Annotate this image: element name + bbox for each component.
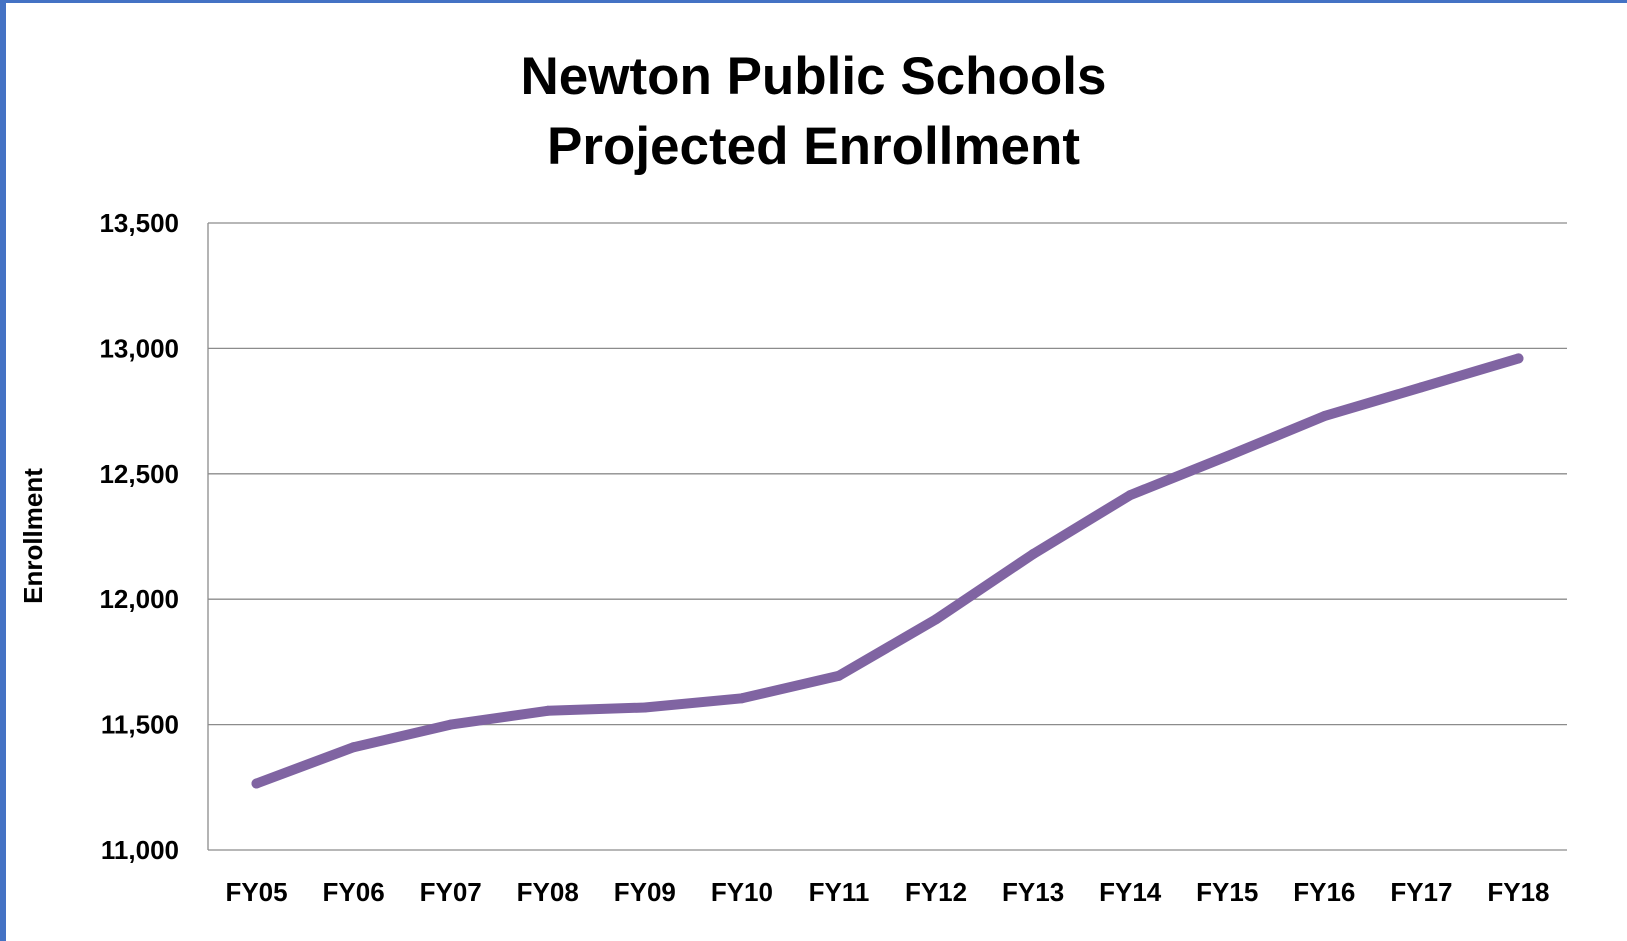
x-tick-label: FY05 xyxy=(225,877,287,907)
data-point xyxy=(639,702,650,713)
y-tick-labels: 11,000 11,500 12,000 12,500 13,000 13,500 xyxy=(99,208,179,865)
data-point xyxy=(1513,353,1524,364)
y-axis-label: Enrollment xyxy=(18,468,48,604)
x-tick-label: FY18 xyxy=(1487,877,1549,907)
data-point xyxy=(1222,451,1233,462)
x-tick-label: FY07 xyxy=(420,877,482,907)
y-tick-label: 11,500 xyxy=(101,710,179,740)
x-tick-label: FY17 xyxy=(1390,877,1452,907)
y-tick-label: 12,000 xyxy=(99,584,179,614)
chart-title: Newton Public Schools Projected Enrollme… xyxy=(0,42,1627,182)
data-point xyxy=(542,705,553,716)
data-point xyxy=(736,693,747,704)
data-point xyxy=(1319,411,1330,422)
data-point xyxy=(931,614,942,625)
series-line xyxy=(251,353,1524,789)
data-point xyxy=(251,778,262,789)
x-tick-label: FY11 xyxy=(809,877,870,907)
x-tick-label: FY12 xyxy=(905,877,967,907)
y-tick-label: 13,500 xyxy=(99,208,179,238)
x-tick-label: FY14 xyxy=(1099,877,1162,907)
data-point xyxy=(1125,490,1136,501)
chart-title-line-2: Projected Enrollment xyxy=(546,117,1081,176)
data-point xyxy=(833,670,844,681)
x-tick-labels: FY05 FY06 FY07 FY08 FY09 FY10 FY11 FY12 FY13 FY14… xyxy=(225,877,1549,907)
gridlines xyxy=(208,222,1567,851)
x-tick-label: FY10 xyxy=(711,877,773,907)
x-tick-label: FY13 xyxy=(1002,877,1064,907)
x-tick-label: FY09 xyxy=(614,877,676,907)
data-point xyxy=(1028,549,1039,560)
data-point xyxy=(445,719,456,730)
x-tick-label: FY08 xyxy=(517,877,579,907)
y-tick-label: 12,500 xyxy=(99,459,179,489)
chart-title-line-1: Newton Public Schools xyxy=(520,47,1107,106)
y-tick-label: 13,000 xyxy=(99,333,179,363)
series-layer xyxy=(251,353,1524,789)
y-tick-label: 11,000 xyxy=(101,835,179,865)
data-point xyxy=(1416,382,1427,393)
x-tick-label: FY16 xyxy=(1293,877,1355,907)
data-point xyxy=(348,742,359,753)
x-tick-label: FY15 xyxy=(1196,877,1258,907)
x-tick-label: FY06 xyxy=(323,877,385,907)
